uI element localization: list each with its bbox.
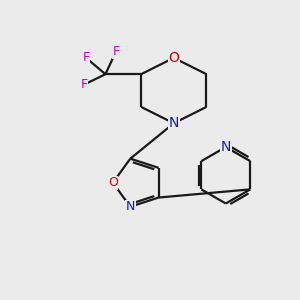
Text: F: F	[82, 51, 90, 64]
Text: N: N	[220, 140, 231, 154]
Text: O: O	[108, 176, 118, 189]
Text: N: N	[169, 116, 179, 130]
Text: F: F	[112, 45, 119, 58]
Text: N: N	[126, 200, 135, 213]
Text: O: O	[168, 51, 179, 65]
Text: F: F	[80, 78, 88, 91]
